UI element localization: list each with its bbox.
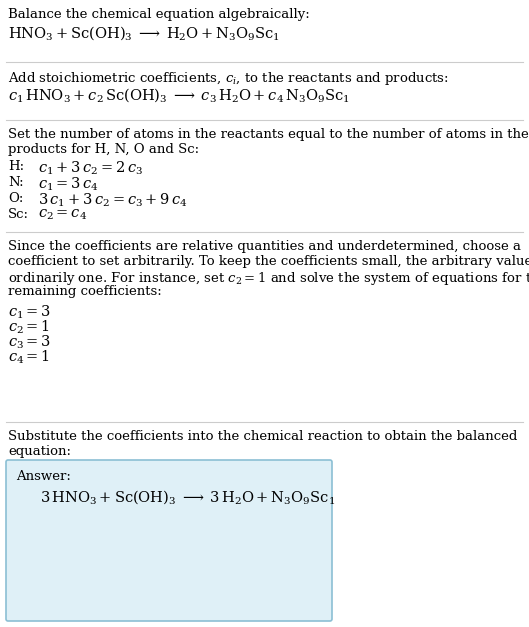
Text: Since the coefficients are relative quantities and underdetermined, choose a: Since the coefficients are relative quan… xyxy=(8,240,521,253)
Text: $3\,\mathrm{HNO_3} + \mathrm{Sc(OH)_3} \;\longrightarrow\; 3\,\mathrm{H_2O} + \m: $3\,\mathrm{HNO_3} + \mathrm{Sc(OH)_3} \… xyxy=(40,488,335,506)
Text: Answer:: Answer: xyxy=(16,470,71,483)
FancyBboxPatch shape xyxy=(6,460,332,621)
Text: $3\,c_1 + 3\,c_2 = c_3 + 9\,c_4$: $3\,c_1 + 3\,c_2 = c_3 + 9\,c_4$ xyxy=(38,192,188,209)
Text: $c_2 = c_4$: $c_2 = c_4$ xyxy=(38,208,87,223)
Text: Balance the chemical equation algebraically:: Balance the chemical equation algebraica… xyxy=(8,8,310,21)
Text: $c_2 = 1$: $c_2 = 1$ xyxy=(8,319,50,337)
Text: $c_1\,\mathrm{HNO_3} + c_2\,\mathrm{Sc(OH)_3} \;\longrightarrow\; c_3\,\mathrm{H: $c_1\,\mathrm{HNO_3} + c_2\,\mathrm{Sc(O… xyxy=(8,86,350,104)
Text: N:: N: xyxy=(8,176,24,189)
Text: ordinarily one. For instance, set $c_2 = 1$ and solve the system of equations fo: ordinarily one. For instance, set $c_2 =… xyxy=(8,270,529,287)
Text: H:: H: xyxy=(8,160,24,173)
Text: $c_3 = 3$: $c_3 = 3$ xyxy=(8,334,51,351)
Text: products for H, N, O and Sc:: products for H, N, O and Sc: xyxy=(8,143,199,156)
Text: $c_1 + 3\,c_2 = 2\,c_3$: $c_1 + 3\,c_2 = 2\,c_3$ xyxy=(38,160,143,177)
Text: Sc:: Sc: xyxy=(8,208,29,221)
Text: Set the number of atoms in the reactants equal to the number of atoms in the: Set the number of atoms in the reactants… xyxy=(8,128,529,141)
Text: equation:: equation: xyxy=(8,445,71,458)
Text: O:: O: xyxy=(8,192,23,205)
Text: $c_1 = 3$: $c_1 = 3$ xyxy=(8,304,51,322)
Text: coefficient to set arbitrarily. To keep the coefficients small, the arbitrary va: coefficient to set arbitrarily. To keep … xyxy=(8,255,529,268)
Text: Substitute the coefficients into the chemical reaction to obtain the balanced: Substitute the coefficients into the che… xyxy=(8,430,517,443)
Text: Add stoichiometric coefficients, $c_i$, to the reactants and products:: Add stoichiometric coefficients, $c_i$, … xyxy=(8,70,449,87)
Text: $c_4 = 1$: $c_4 = 1$ xyxy=(8,349,50,366)
Text: $\mathrm{HNO_3 + Sc(OH)_3 \;\longrightarrow\; H_2O + N_3O_9Sc_1}$: $\mathrm{HNO_3 + Sc(OH)_3 \;\longrightar… xyxy=(8,24,280,42)
Text: $c_1 = 3\,c_4$: $c_1 = 3\,c_4$ xyxy=(38,176,99,193)
Text: remaining coefficients:: remaining coefficients: xyxy=(8,285,162,298)
